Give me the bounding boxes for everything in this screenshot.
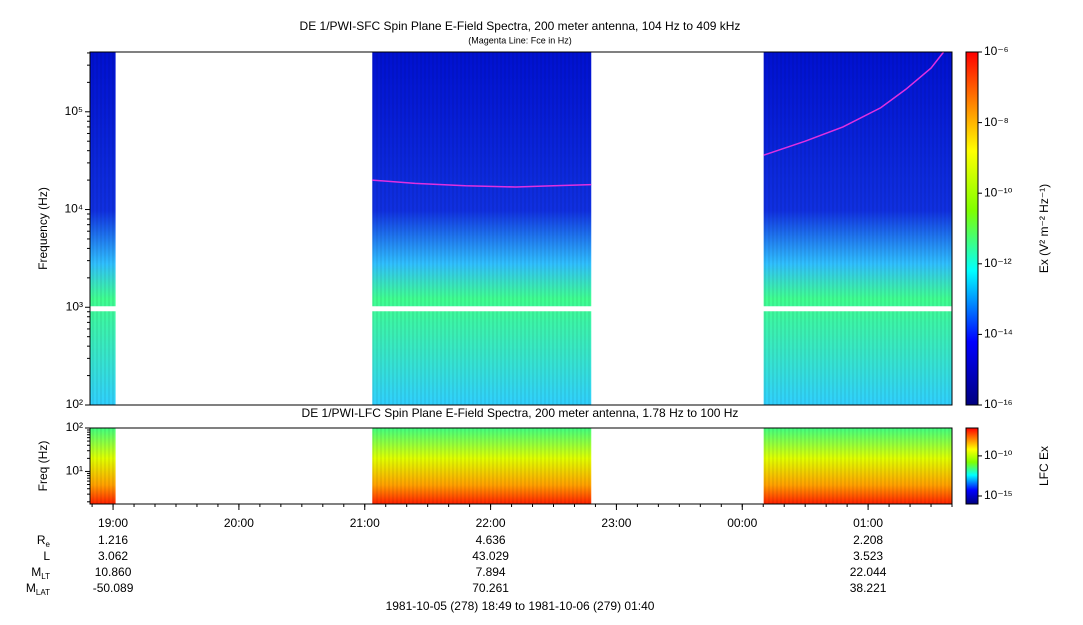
colorbar (965, 427, 979, 505)
ephemeris-value: 4.636 (476, 533, 506, 547)
footer: 1981-10-05 (278) 18:49 to 1981-10-06 (27… (386, 599, 655, 613)
ephemeris-label-main: M (31, 565, 41, 579)
colorbar-tick-label: 10⁻⁸ (984, 115, 1009, 129)
colorbar-label: Ex (V² m⁻² Hz⁻¹) (1037, 184, 1051, 273)
ephemeris-value: 1.216 (98, 533, 128, 547)
x-tick-label: 21:00 (350, 516, 380, 530)
spectrogram-texture (90, 428, 116, 504)
colorbar-tick-label: 10⁻¹⁰ (984, 448, 1013, 462)
colorbar-tick-label: 10⁻¹⁶ (984, 397, 1013, 411)
y-axis-label: Frequency (Hz) (36, 187, 50, 270)
y-tick-label: 10³ (66, 299, 83, 313)
y-tick-label: 10² (66, 420, 83, 434)
y-tick-label: 10⁴ (64, 202, 83, 216)
x-tick-label: 19:00 (98, 516, 128, 530)
ephemeris-label-main: R (37, 533, 46, 547)
data-gap (90, 306, 952, 312)
chart-title: DE 1/PWI-LFC Spin Plane E-Field Spectra,… (302, 406, 739, 420)
fce-line (372, 179, 592, 188)
colorbar-tick-label: 10⁻⁶ (984, 44, 1009, 58)
ephemeris-label: L (43, 549, 50, 563)
fce-line (763, 51, 945, 156)
spectrogram-texture (90, 52, 116, 405)
colorbar-tick-label: 10⁻¹⁴ (984, 327, 1013, 341)
ephemeris-value: 43.029 (472, 549, 509, 563)
plot-frame (89, 427, 953, 505)
ephemeris-label-sub: LAT (36, 588, 50, 597)
ephemeris-value: 38.221 (850, 581, 887, 595)
ephemeris-value: 22.044 (850, 565, 887, 579)
y-axis-label: Freq (Hz) (36, 441, 50, 492)
chart-title: DE 1/PWI-SFC Spin Plane E-Field Spectra,… (300, 19, 741, 33)
colorbar-label: LFC Ex (1037, 446, 1051, 486)
ephemeris-label: MLAT (26, 581, 50, 597)
spectrogram-texture (763, 52, 952, 405)
spectrogram-texture (372, 52, 592, 405)
x-tick-label: 20:00 (224, 516, 254, 530)
spectrogram-texture (763, 428, 952, 504)
y-tick-label: 10² (66, 397, 83, 411)
x-tick-label: 01:00 (853, 516, 883, 530)
colorbar-tick-label: 10⁻¹⁰ (984, 185, 1013, 199)
ephemeris-value: 10.860 (95, 565, 132, 579)
x-tick-label: 23:00 (601, 516, 631, 530)
y-tick-label: 10⁵ (65, 104, 83, 118)
ephemeris-value: 3.062 (98, 549, 128, 563)
spectrogram-texture (372, 428, 592, 504)
ephemeris-label-sub: e (46, 540, 51, 549)
ephemeris-value: 70.261 (472, 581, 509, 595)
ephemeris-label: Re (37, 533, 51, 549)
ephemeris-label-sub: LT (41, 572, 50, 581)
ephemeris-label: MLT (31, 565, 50, 581)
colorbar-tick-label: 10⁻¹⁵ (984, 488, 1013, 502)
x-tick-label: 22:00 (476, 516, 506, 530)
y-tick-label: 10¹ (66, 464, 83, 478)
plot-frame (89, 51, 953, 406)
ephemeris-value: -50.089 (93, 581, 134, 595)
colorbar (965, 51, 979, 406)
ephemeris-label-main: M (26, 581, 36, 595)
ephemeris-value: 3.523 (853, 549, 883, 563)
x-tick-label: 00:00 (727, 516, 757, 530)
ephemeris-value: 7.894 (476, 565, 506, 579)
ephemeris-value: 2.208 (853, 533, 883, 547)
chart-subtitle: (Magenta Line: Fce in Hz) (468, 35, 572, 45)
ephemeris-label-main: L (43, 549, 50, 563)
colorbar-tick-label: 10⁻¹² (984, 256, 1012, 270)
